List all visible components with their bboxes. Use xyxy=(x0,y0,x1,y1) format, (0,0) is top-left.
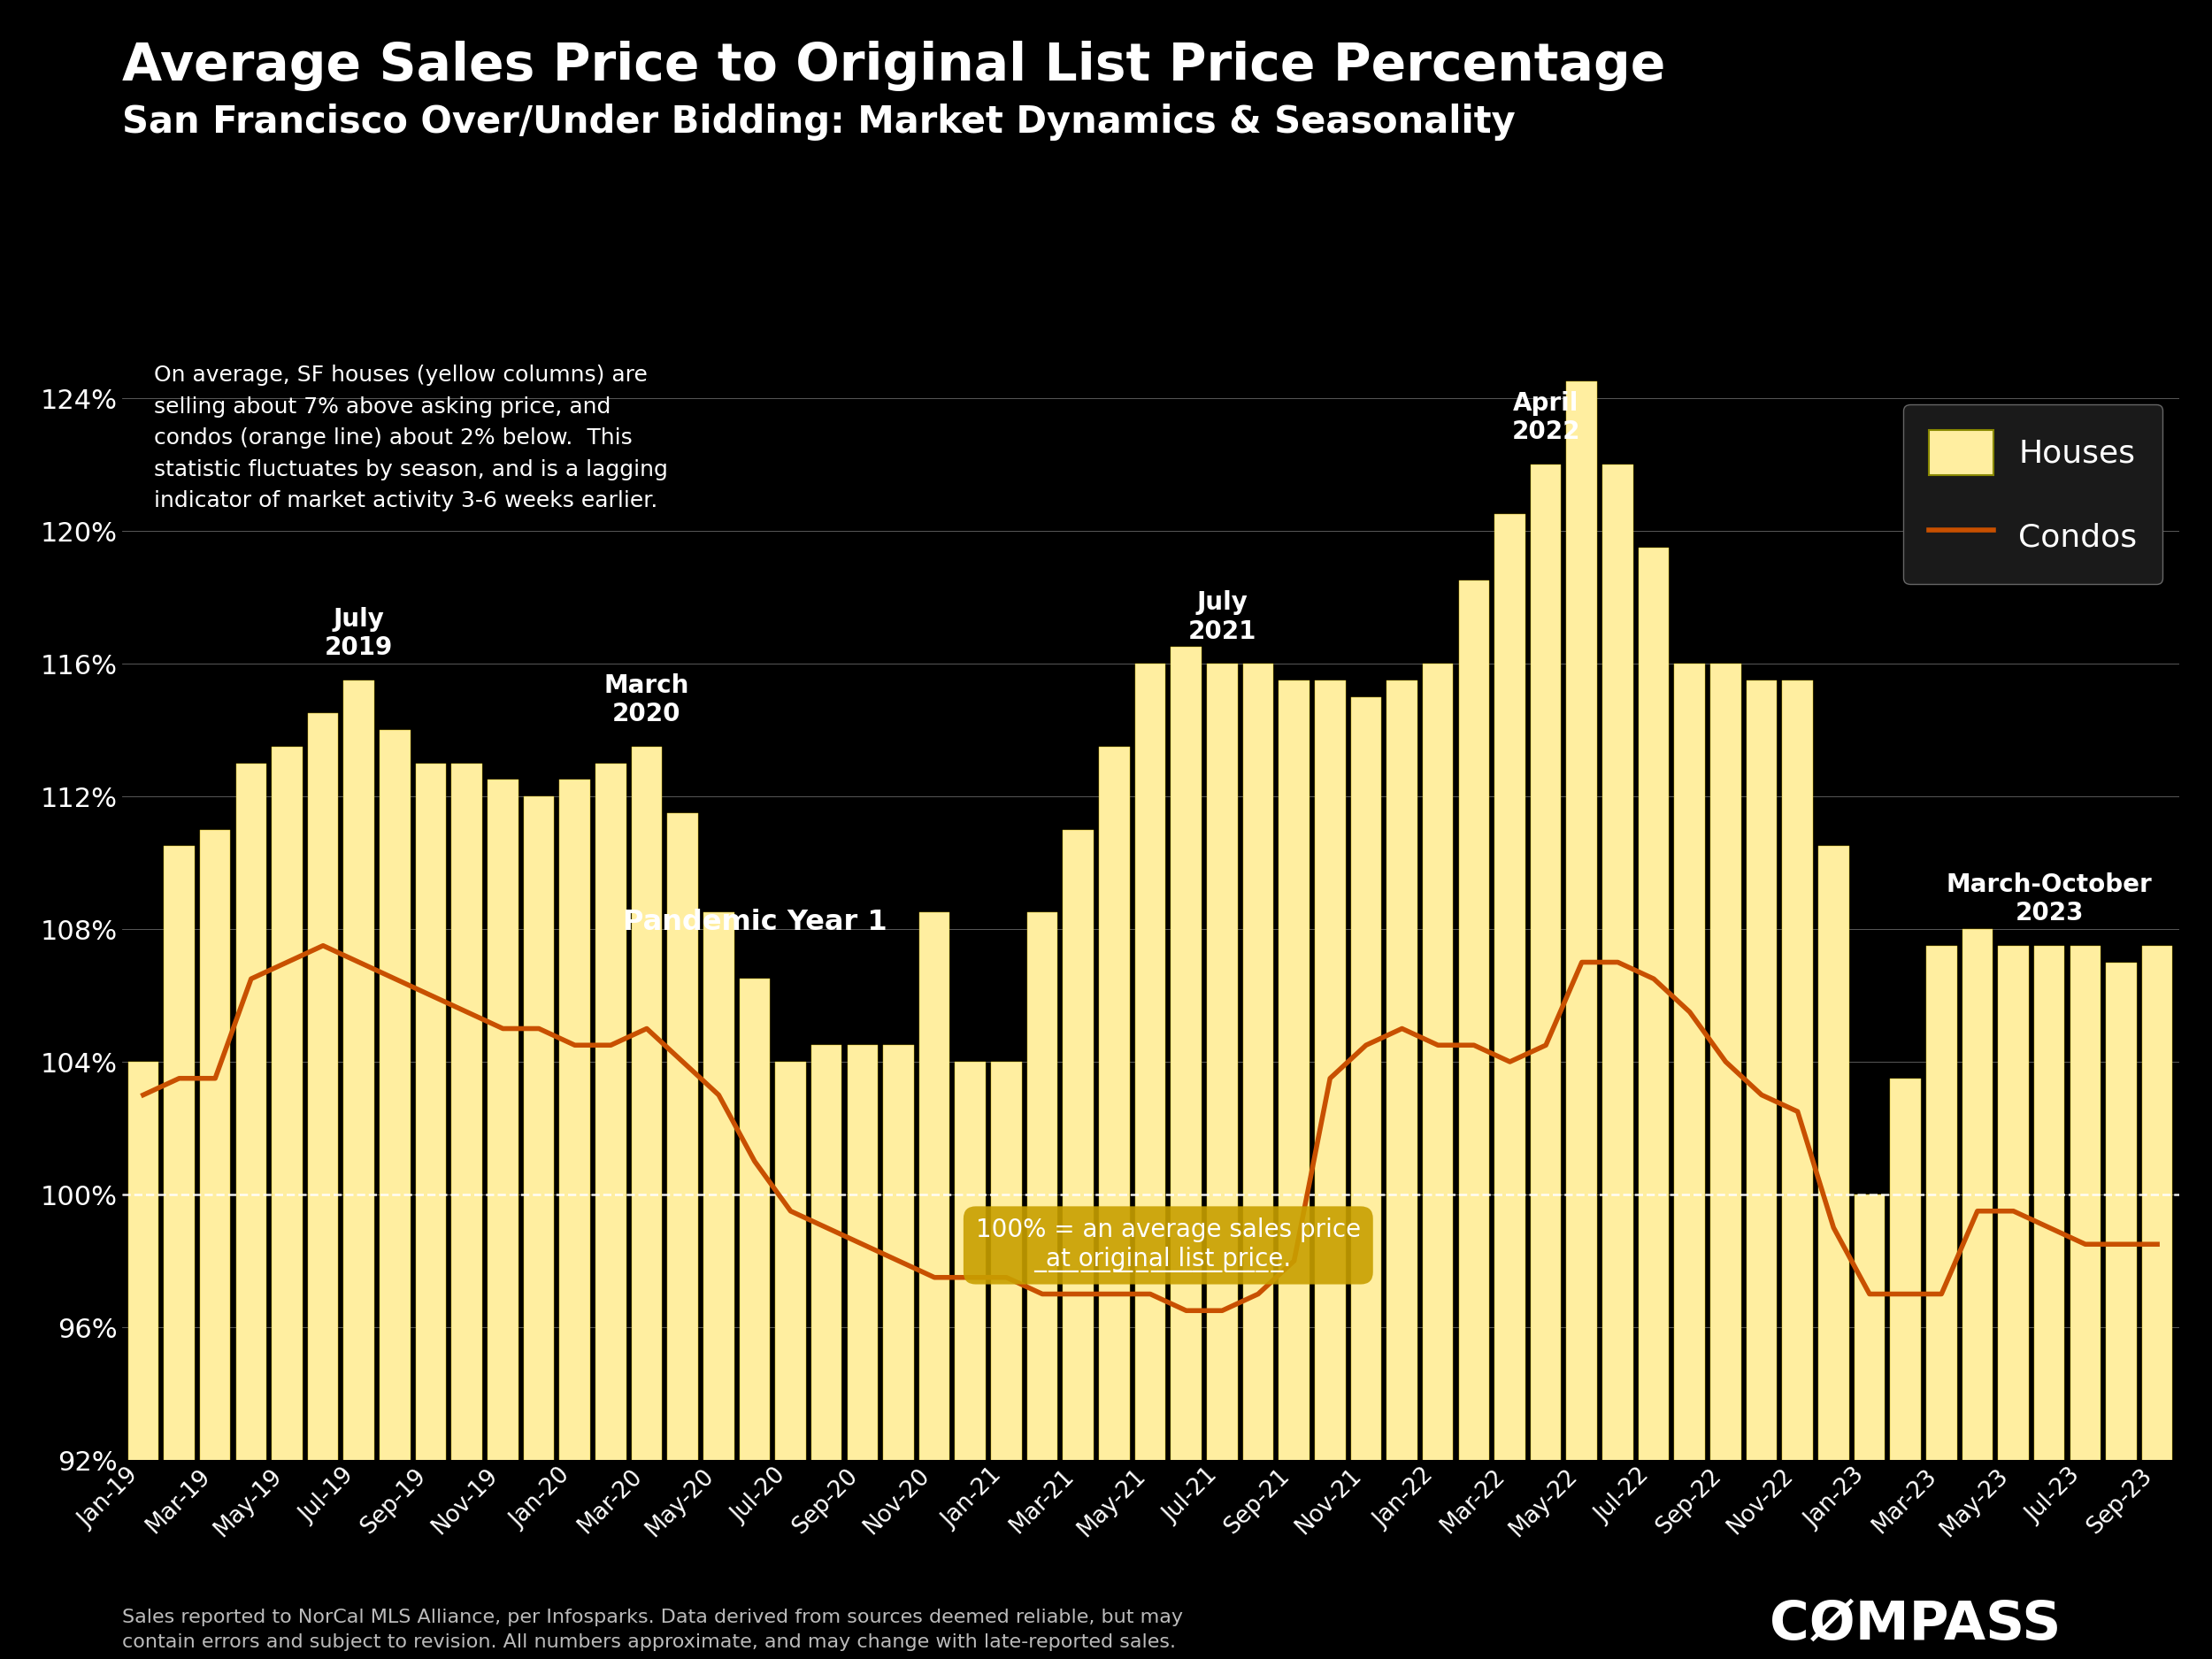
Text: July
2021: July 2021 xyxy=(1188,591,1256,644)
Bar xyxy=(1135,664,1166,1659)
Bar xyxy=(1674,664,1705,1659)
Bar xyxy=(1458,581,1489,1659)
Bar xyxy=(1639,547,1670,1659)
Bar xyxy=(776,1062,805,1659)
Bar xyxy=(1997,946,2028,1659)
Bar xyxy=(1962,929,1993,1659)
Bar xyxy=(128,1062,159,1659)
Bar xyxy=(630,747,661,1659)
Bar xyxy=(812,1045,843,1659)
Bar xyxy=(164,846,195,1659)
Bar xyxy=(991,1062,1022,1659)
Bar xyxy=(1854,1194,1885,1659)
Text: Pandemic Year 1: Pandemic Year 1 xyxy=(622,909,887,936)
Bar xyxy=(1422,664,1453,1659)
Bar xyxy=(1531,465,1562,1659)
Text: CØMPASS: CØMPASS xyxy=(1770,1599,2062,1651)
Legend: Houses, Condos: Houses, Condos xyxy=(1905,405,2163,584)
Bar xyxy=(1566,382,1597,1659)
Bar xyxy=(595,763,626,1659)
Bar xyxy=(1891,1078,1920,1659)
Bar xyxy=(2106,962,2137,1659)
Bar xyxy=(1783,680,1814,1659)
Bar xyxy=(2035,946,2064,1659)
Bar xyxy=(1745,680,1776,1659)
Bar xyxy=(380,730,409,1659)
Text: Sales reported to NorCal MLS Alliance, per Infosparks. Data derived from sources: Sales reported to NorCal MLS Alliance, p… xyxy=(122,1608,1183,1651)
Bar xyxy=(920,912,949,1659)
Bar xyxy=(1352,697,1380,1659)
Bar xyxy=(2141,946,2172,1659)
Bar xyxy=(1818,846,1849,1659)
Bar xyxy=(416,763,447,1659)
Bar xyxy=(847,1045,878,1659)
Bar xyxy=(1601,465,1632,1659)
Bar xyxy=(1064,830,1093,1659)
Text: March
2020: March 2020 xyxy=(604,674,690,727)
Bar xyxy=(1026,912,1057,1659)
Text: San Francisco Over/Under Bidding: Market Dynamics & Seasonality: San Francisco Over/Under Bidding: Market… xyxy=(122,105,1515,141)
Text: March-October
2023: March-October 2023 xyxy=(1947,873,2152,926)
Bar xyxy=(524,796,555,1659)
Bar xyxy=(451,763,482,1659)
Bar xyxy=(1208,664,1237,1659)
Text: 100% = an average sales price
̲a̲t̲ ̲o̲r̲i̲g̲i̲n̲a̲l̲ ̲l̲i̲s̲t̲ ̲p̲r̲i̲c̲e̲.: 100% = an average sales price ̲a̲t̲ ̲o̲r… xyxy=(975,1218,1360,1272)
Text: July
2019: July 2019 xyxy=(325,607,394,660)
Bar xyxy=(1495,514,1524,1659)
Bar xyxy=(668,813,699,1659)
Bar xyxy=(703,912,734,1659)
Text: On average, SF houses (yellow columns) are
selling about 7% above asking price, : On average, SF houses (yellow columns) a… xyxy=(155,365,668,511)
Bar xyxy=(2070,946,2101,1659)
Bar xyxy=(560,780,591,1659)
Bar xyxy=(237,763,265,1659)
Bar xyxy=(1099,747,1130,1659)
Text: Average Sales Price to Original List Price Percentage: Average Sales Price to Original List Pri… xyxy=(122,41,1666,91)
Bar xyxy=(487,780,518,1659)
Bar xyxy=(1710,664,1741,1659)
Bar xyxy=(739,979,770,1659)
Bar xyxy=(1314,680,1345,1659)
Bar xyxy=(1279,680,1310,1659)
Bar xyxy=(199,830,230,1659)
Bar xyxy=(272,747,303,1659)
Bar xyxy=(307,713,338,1659)
Text: April
2022: April 2022 xyxy=(1511,392,1579,445)
Bar xyxy=(1927,946,1958,1659)
Bar xyxy=(343,680,374,1659)
Bar xyxy=(1387,680,1418,1659)
Bar xyxy=(1243,664,1274,1659)
Bar xyxy=(1170,647,1201,1659)
Bar xyxy=(883,1045,914,1659)
Bar xyxy=(956,1062,987,1659)
